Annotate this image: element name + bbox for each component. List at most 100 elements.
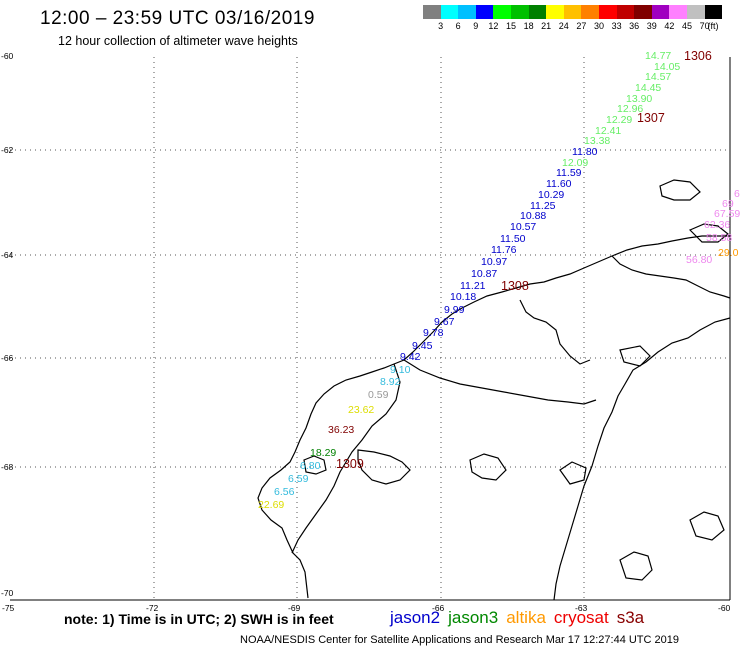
- page-title: 12:00 – 23:59 UTC 03/16/2019: [40, 8, 315, 29]
- wave-height-label: 9.42: [400, 351, 421, 363]
- wave-height-label: 22.69: [258, 499, 285, 511]
- colorbar-tick: 18: [523, 21, 534, 31]
- colorbar-tick: 6: [455, 21, 461, 31]
- colorbar-tick: 36: [629, 21, 640, 31]
- colorbar-tick: 39: [646, 21, 657, 31]
- wave-height-label: 9.78: [423, 327, 444, 339]
- wave-height-label: 12.96: [617, 103, 644, 115]
- wave-height-label: 12.09: [562, 157, 589, 169]
- wave-height-label: 12.41: [595, 125, 622, 137]
- wave-height-label: 18.29: [310, 447, 337, 459]
- colorbar-tick: 21: [541, 21, 552, 31]
- wave-height-label: 11.59: [556, 167, 582, 179]
- colorbar-swatch: [616, 5, 635, 19]
- colorbar-swatch: [423, 5, 441, 19]
- colorbar-tick: 33: [611, 21, 622, 31]
- colorbar-swatch: [651, 5, 670, 19]
- footer-note: note: 1) Time is in UTC; 2) SWH is in fe…: [64, 611, 334, 627]
- x-label: -75: [2, 603, 15, 613]
- wave-height-label: 8.92: [380, 376, 401, 388]
- coastline: [257, 179, 731, 601]
- colorbar-tick: 45: [681, 21, 693, 31]
- colorbar-tick: 3: [438, 21, 444, 31]
- pass-label: 1307: [637, 111, 665, 125]
- wave-height-label: 9.99: [444, 304, 465, 316]
- y-label: -64: [1, 250, 14, 260]
- wave-height-label: 10.29: [538, 189, 565, 201]
- x-label: -69: [288, 603, 301, 613]
- wave-height-label: 14.05: [654, 61, 681, 73]
- wave-height-label: 67.59: [714, 208, 740, 220]
- colorbar-swatch: [686, 5, 705, 19]
- colorbar-swatch: [528, 5, 547, 19]
- wave-height-label: 10.88: [520, 210, 547, 222]
- wave-height-label: 60: [734, 188, 740, 200]
- wave-height-label: 11.25: [530, 200, 556, 212]
- wave-height-label: 36.23: [328, 424, 355, 436]
- wave-height-label: 12.29: [606, 114, 633, 126]
- wave-height-label: 13.90: [626, 93, 653, 105]
- map-frame: [10, 57, 731, 601]
- wave-height-label: 69: [722, 198, 734, 210]
- satellite-jason3: jason3: [448, 608, 499, 627]
- colorbar-swatch: [598, 5, 617, 19]
- y-label: -60: [1, 51, 14, 61]
- wave-height-label: 9.67: [434, 316, 455, 328]
- wave-height-label: 11.80: [572, 146, 598, 158]
- wave-height-label: 11.60: [546, 178, 572, 190]
- colorbar-swatch: [581, 5, 599, 19]
- colorbar-swatch: [669, 5, 687, 19]
- wave-height-label: 11.76: [491, 244, 517, 256]
- colorbar-ticks: 3 6 9 12 15 18 21 24 27 30 33 36 39 42 45 70 (ft): [423, 21, 723, 33]
- wave-height-label: 14.77: [645, 50, 672, 62]
- wave-height-label: 6.59: [288, 473, 309, 485]
- satellite-s3a: s3a: [616, 608, 645, 627]
- wave-height-label: 62.36: [704, 219, 731, 231]
- colorbar-unit: (ft): [707, 21, 719, 31]
- wave-height-label: 6.80: [300, 460, 321, 472]
- wave-height-label: 14.45: [635, 82, 662, 94]
- colorbar-swatch: [475, 5, 494, 19]
- colorbar-swatch: [458, 5, 476, 19]
- y-label: -70: [1, 588, 14, 598]
- colorbar-tick: 24: [558, 21, 569, 31]
- y-label: -62: [1, 145, 14, 155]
- footer-credit: NOAA/NESDIS Center for Satellite Applica…: [240, 634, 680, 646]
- page-subtitle: 12 hour collection of altimeter wave hei…: [58, 34, 298, 48]
- colorbar-tick: 30: [593, 21, 605, 31]
- wave-height-label: 29.0: [718, 247, 739, 259]
- y-label: -68: [1, 462, 14, 472]
- wave-height-label: 0.59: [368, 389, 389, 401]
- colorbar-tick: 70: [699, 21, 710, 31]
- colorbar-tick: 12: [488, 21, 499, 31]
- wave-height-label: 10.87: [471, 268, 498, 280]
- map-grid: [10, 57, 730, 600]
- wave-height-label: 58.58: [706, 232, 733, 244]
- colorbar: [423, 5, 723, 19]
- wave-height-label: 9.10: [390, 364, 411, 376]
- colorbar-tick: 9: [473, 21, 479, 31]
- colorbar-tick: 42: [664, 21, 675, 31]
- x-label: -60: [718, 603, 731, 613]
- wave-height-label: 10.18: [450, 291, 477, 303]
- colorbar-tick: 15: [505, 21, 517, 31]
- pass-label: 1309: [336, 457, 364, 471]
- pass-label: 1306: [684, 49, 712, 63]
- y-label: -66: [1, 353, 14, 363]
- x-label: -72: [146, 603, 159, 613]
- wave-height-label: 14.57: [645, 71, 672, 83]
- colorbar-swatch: [546, 5, 564, 19]
- pass-label: 1308: [501, 279, 529, 293]
- satellite-legend: jason2 jason3 altika cryosat s3a: [390, 608, 652, 628]
- colorbar-swatch: [563, 5, 582, 19]
- colorbar-swatch: [493, 5, 511, 19]
- wave-height-label: 10.97: [481, 256, 508, 268]
- wave-height-label: 56.80: [686, 254, 713, 266]
- wave-height-label: 6.56: [274, 486, 295, 498]
- colorbar-tick: 27: [576, 21, 587, 31]
- colorbar-swatch: [440, 5, 459, 19]
- wave-height-label: 9.45: [412, 340, 433, 352]
- wave-height-label: 13.38: [584, 135, 611, 147]
- colorbar-swatch: [634, 5, 652, 19]
